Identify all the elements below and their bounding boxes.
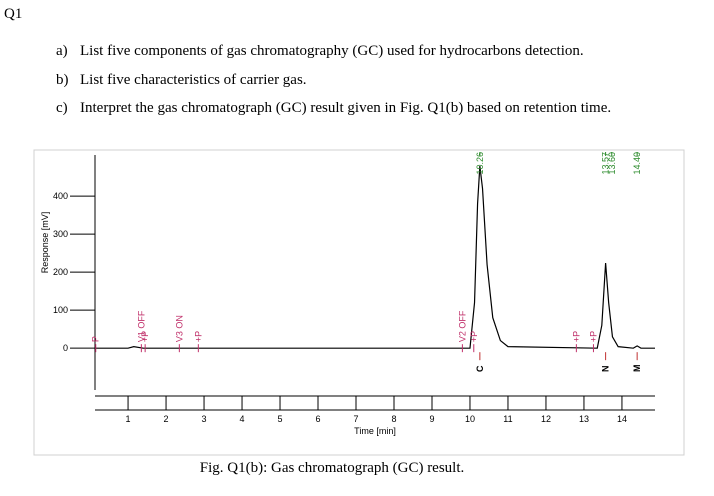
figure-frame: [33, 149, 685, 456]
y-tick-label: 400: [53, 191, 68, 201]
x-tick-label: 12: [541, 414, 551, 424]
x-tick-label: 4: [240, 414, 245, 424]
question-text: List five components of gas chromatograp…: [80, 43, 584, 59]
x-tick-label: 9: [429, 414, 434, 424]
event-label: +P: [140, 331, 150, 342]
component-label: M: [632, 365, 642, 373]
event-label: P: [91, 336, 101, 342]
y-tick-label: 300: [53, 229, 68, 239]
x-tick-label: 8: [391, 414, 396, 424]
x-tick-label: 14: [617, 414, 627, 424]
event-label: +P: [588, 331, 598, 342]
x-tick-label: 1: [126, 414, 131, 424]
x-tick-label: 3: [202, 414, 207, 424]
x-tick-label: 10: [465, 414, 475, 424]
x-tick-label: 11: [503, 414, 512, 424]
component-label: N: [601, 366, 611, 373]
event-label: +P: [571, 331, 581, 342]
event-label: +P: [469, 331, 479, 342]
x-tick-label: 13: [579, 414, 589, 424]
component-label: C: [475, 365, 485, 372]
x-tick-label: 6: [316, 414, 321, 424]
peak-label: 10.26: [475, 152, 485, 175]
question-marker: a): [56, 43, 68, 59]
peak-label: 13.57: [601, 152, 611, 175]
x-axis-label: Time [min]: [354, 426, 396, 436]
event-label: V1 OFF: [136, 310, 146, 342]
y-tick-label: 0: [63, 343, 68, 353]
peak-label: 13.60: [607, 152, 617, 175]
event-label: V3 ON: [174, 315, 184, 342]
caption: Fig. Q1(b): Gas chromatograph (GC) resul…: [200, 460, 465, 476]
heading: Q1: [4, 6, 22, 22]
trace: [95, 165, 655, 349]
peak-label: 14.40: [632, 152, 642, 175]
x-tick-label: 5: [278, 414, 283, 424]
y-tick-label: 100: [53, 305, 68, 315]
question-marker: c): [56, 100, 68, 116]
y-axis-label: Response [mV]: [40, 212, 50, 274]
event-label: +P: [193, 331, 203, 342]
question-text: Interpret the gas chromatograph (GC) res…: [80, 100, 611, 116]
question-text: List five characteristics of carrier gas…: [80, 72, 307, 88]
event-label: V2 OFF: [457, 310, 467, 342]
y-tick-label: 200: [53, 267, 68, 277]
x-tick-label: 7: [353, 414, 358, 424]
x-tick-label: 2: [164, 414, 169, 424]
question-marker: b): [56, 72, 69, 88]
